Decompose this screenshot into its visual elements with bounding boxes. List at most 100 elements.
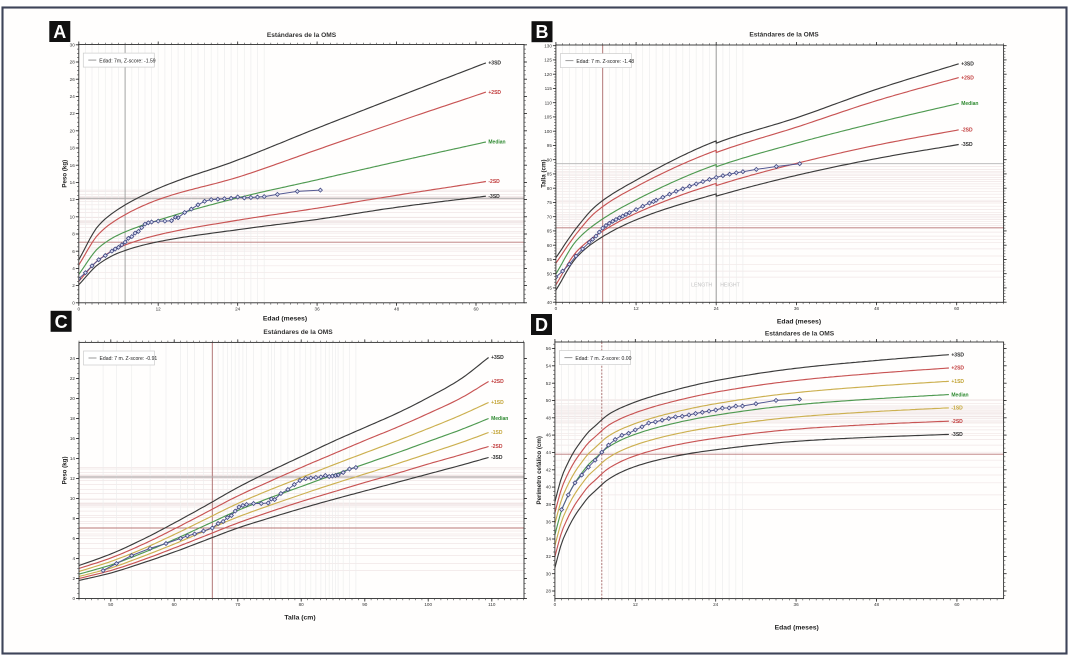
svg-text:50: 50	[546, 398, 552, 403]
svg-text:14: 14	[70, 180, 76, 185]
svg-text:+2SD: +2SD	[951, 366, 964, 372]
svg-text:125: 125	[544, 58, 552, 63]
svg-text:48: 48	[546, 415, 552, 420]
svg-text:60: 60	[547, 243, 553, 248]
svg-text:8: 8	[72, 232, 75, 237]
svg-text:+3SD: +3SD	[961, 62, 974, 68]
svg-text:Edad (meses): Edad (meses)	[263, 315, 307, 322]
svg-text:50: 50	[108, 602, 114, 607]
svg-text:24: 24	[70, 94, 76, 99]
svg-text:90: 90	[362, 602, 368, 607]
svg-text:-1SD: -1SD	[491, 430, 503, 436]
svg-text:24: 24	[70, 356, 76, 361]
svg-text:+2SD: +2SD	[488, 90, 501, 96]
svg-text:65: 65	[547, 229, 553, 234]
svg-text:75: 75	[547, 200, 553, 205]
svg-text:Median: Median	[951, 392, 968, 398]
svg-text:44: 44	[546, 450, 552, 455]
svg-text:0: 0	[72, 300, 75, 305]
svg-text:70: 70	[235, 602, 241, 607]
svg-text:-2SD: -2SD	[951, 419, 963, 425]
svg-text:12: 12	[156, 306, 162, 311]
svg-text:30: 30	[546, 571, 552, 576]
svg-text:Estándares de la OMS: Estándares de la OMS	[267, 32, 337, 39]
svg-text:0: 0	[554, 602, 557, 607]
svg-text:50: 50	[547, 271, 553, 276]
svg-text:100: 100	[424, 602, 432, 607]
svg-text:12: 12	[70, 476, 76, 481]
svg-text:22: 22	[70, 111, 76, 116]
svg-text:D: D	[535, 315, 548, 335]
svg-text:-3SD: -3SD	[491, 455, 503, 461]
svg-text:18: 18	[70, 416, 76, 421]
svg-text:55: 55	[547, 257, 553, 262]
svg-text:-2SD: -2SD	[961, 128, 973, 134]
svg-text:Edad: 7 m. Z-score: -0.91: Edad: 7 m. Z-score: -0.91	[100, 356, 158, 362]
svg-text:18: 18	[70, 146, 76, 151]
svg-text:+3SD: +3SD	[491, 355, 504, 361]
svg-text:HEIGHT: HEIGHT	[720, 283, 740, 289]
svg-text:34: 34	[546, 537, 552, 542]
svg-text:Edad (meses): Edad (meses)	[775, 625, 819, 632]
svg-text:52: 52	[546, 381, 552, 386]
svg-text:38: 38	[546, 502, 552, 507]
svg-text:LENGTH: LENGTH	[691, 283, 712, 289]
svg-text:2: 2	[72, 576, 75, 581]
svg-text:0: 0	[555, 306, 558, 311]
svg-text:12: 12	[633, 602, 639, 607]
svg-text:24: 24	[235, 306, 241, 311]
svg-text:-2SD: -2SD	[488, 179, 500, 185]
svg-text:16: 16	[70, 436, 76, 441]
svg-text:48: 48	[874, 602, 880, 607]
svg-text:130: 130	[544, 43, 552, 48]
svg-text:Median: Median	[488, 140, 505, 146]
svg-text:54: 54	[546, 363, 552, 368]
svg-text:Talla (cm): Talla (cm)	[541, 159, 548, 187]
svg-text:105: 105	[544, 115, 552, 120]
svg-text:95: 95	[547, 143, 553, 148]
svg-text:60: 60	[954, 602, 960, 607]
svg-text:110: 110	[488, 602, 496, 607]
svg-text:Median: Median	[491, 416, 508, 422]
svg-text:24: 24	[714, 306, 720, 311]
svg-text:+3SD: +3SD	[488, 61, 501, 67]
svg-text:40: 40	[546, 485, 552, 490]
svg-text:26: 26	[70, 77, 76, 82]
svg-text:36: 36	[546, 519, 552, 524]
svg-text:0: 0	[72, 596, 75, 601]
svg-text:+1SD: +1SD	[951, 379, 964, 385]
svg-text:32: 32	[546, 554, 552, 559]
svg-text:B: B	[536, 22, 549, 42]
svg-text:56: 56	[546, 346, 552, 351]
svg-text:48: 48	[874, 306, 880, 311]
svg-text:80: 80	[299, 602, 305, 607]
svg-text:0: 0	[78, 306, 81, 311]
svg-text:2: 2	[72, 283, 75, 288]
svg-text:16: 16	[70, 163, 76, 168]
svg-text:Estándares de la OMS: Estándares de la OMS	[765, 331, 835, 338]
svg-text:Estándares de la OMS: Estándares de la OMS	[749, 32, 819, 39]
svg-text:45: 45	[547, 286, 553, 291]
svg-text:36: 36	[794, 602, 800, 607]
svg-text:60: 60	[473, 306, 479, 311]
svg-text:-3SD: -3SD	[961, 142, 973, 148]
svg-text:36: 36	[794, 306, 800, 311]
svg-text:70: 70	[547, 214, 553, 219]
svg-text:8: 8	[72, 516, 75, 521]
svg-text:46: 46	[546, 433, 552, 438]
svg-text:6: 6	[72, 536, 75, 541]
svg-text:10: 10	[70, 496, 76, 501]
svg-text:24: 24	[713, 602, 719, 607]
svg-text:100: 100	[544, 129, 552, 134]
svg-text:Talla (cm): Talla (cm)	[284, 614, 315, 621]
svg-text:48: 48	[394, 306, 400, 311]
svg-text:-3SD: -3SD	[488, 194, 500, 200]
svg-text:110: 110	[545, 100, 553, 105]
svg-text:A: A	[53, 22, 66, 42]
svg-text:Perímetro cefálico (cm): Perímetro cefálico (cm)	[536, 436, 543, 504]
svg-text:Median: Median	[961, 101, 978, 107]
svg-text:Edad: 7 m. Z-score: 0.00: Edad: 7 m. Z-score: 0.00	[575, 356, 631, 362]
svg-text:30: 30	[70, 42, 76, 47]
svg-text:36: 36	[315, 306, 321, 311]
svg-text:10: 10	[70, 214, 76, 219]
